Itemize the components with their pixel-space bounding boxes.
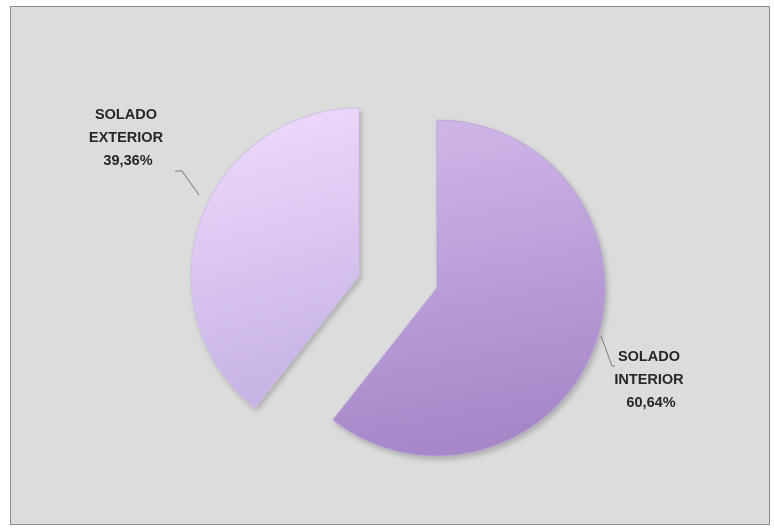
leader-line-solado-exterior	[175, 170, 200, 196]
label-exterior-line2: EXTERIOR	[89, 130, 164, 146]
label-interior-line1: SOLADO	[618, 349, 680, 365]
pie-slice-solado-exterior	[190, 107, 360, 409]
label-interior-value: 60,64%	[626, 395, 675, 411]
label-interior-line2: INTERIOR	[614, 372, 684, 388]
data-label-solado-exterior: SOLADO EXTERIOR 39,36%	[89, 107, 167, 169]
data-label-solado-interior: SOLADO INTERIOR 60,64%	[614, 349, 687, 411]
label-exterior-value: 39,36%	[103, 153, 152, 169]
pie-slice-solado-interior	[332, 119, 606, 457]
leader-line-solado-interior	[600, 335, 615, 367]
label-exterior-line1: SOLADO	[95, 107, 157, 123]
